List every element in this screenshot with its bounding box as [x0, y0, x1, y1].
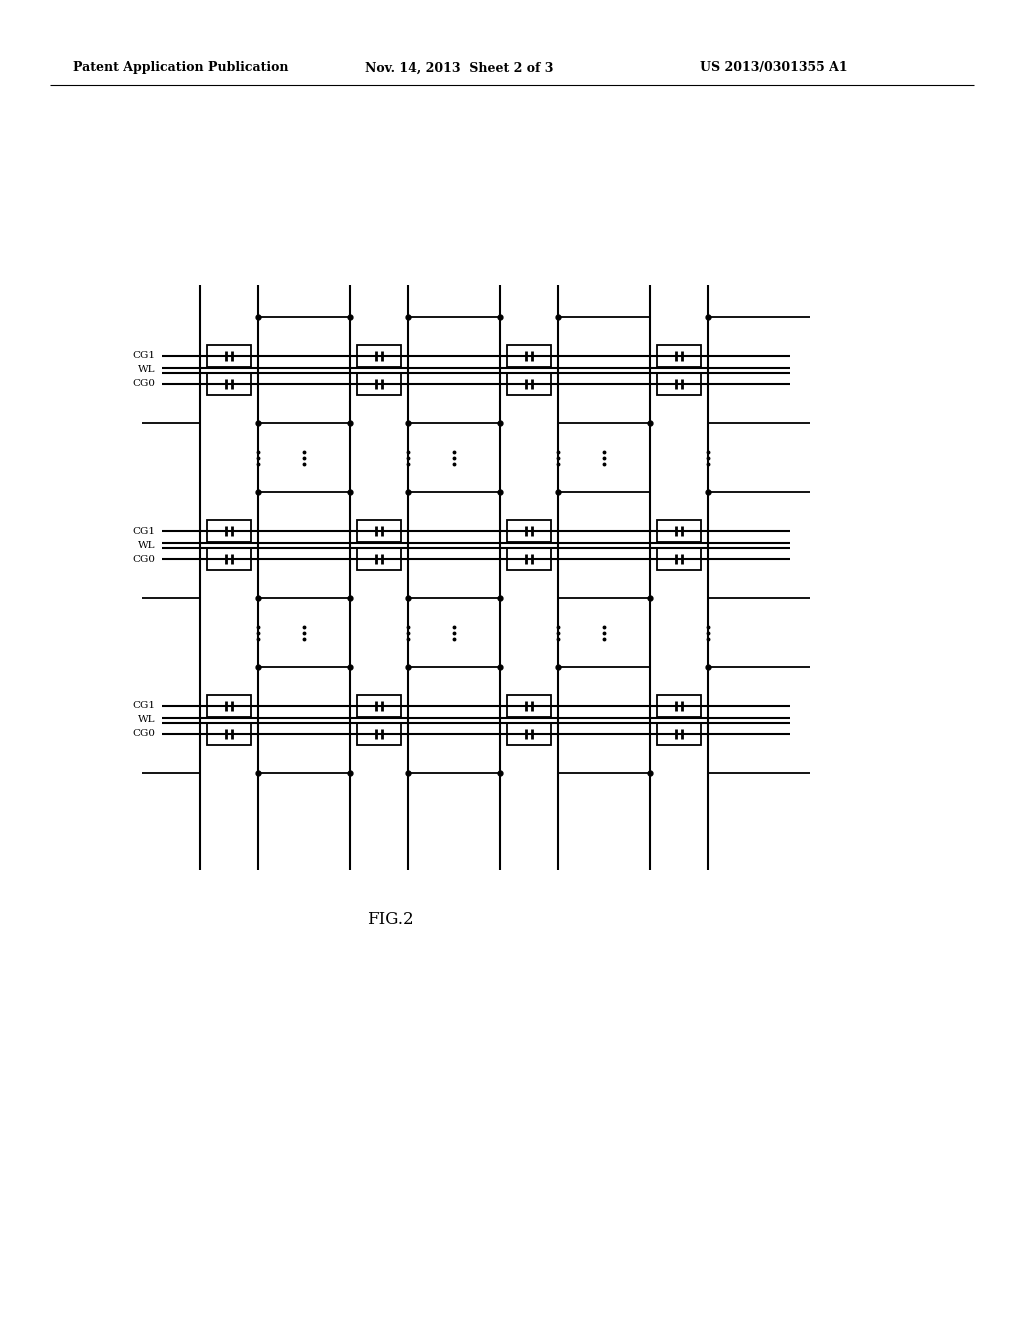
Text: WL: WL [137, 540, 155, 549]
Bar [657, 374, 701, 395]
Bar [507, 723, 551, 744]
Text: CG1: CG1 [132, 701, 155, 710]
Text: WL: WL [137, 366, 155, 375]
Text: CG1: CG1 [132, 351, 155, 360]
Bar [357, 696, 401, 717]
Bar [357, 374, 401, 395]
Bar [357, 723, 401, 744]
Bar [207, 548, 251, 570]
Bar [507, 520, 551, 543]
Bar [507, 345, 551, 367]
Text: Nov. 14, 2013  Sheet 2 of 3: Nov. 14, 2013 Sheet 2 of 3 [365, 62, 553, 74]
Bar [657, 520, 701, 543]
Bar [207, 345, 251, 367]
Bar [357, 520, 401, 543]
Text: Patent Application Publication: Patent Application Publication [73, 62, 289, 74]
Bar [207, 723, 251, 744]
Bar [507, 374, 551, 395]
Text: FIG.2: FIG.2 [367, 912, 414, 928]
Text: CG1: CG1 [132, 527, 155, 536]
Bar [507, 696, 551, 717]
Bar [657, 723, 701, 744]
Bar [357, 345, 401, 367]
Bar [657, 345, 701, 367]
Bar [357, 548, 401, 570]
Text: US 2013/0301355 A1: US 2013/0301355 A1 [700, 62, 848, 74]
Text: WL: WL [137, 715, 155, 725]
Bar [507, 548, 551, 570]
Text: CG0: CG0 [132, 380, 155, 388]
Bar [657, 548, 701, 570]
Bar [657, 696, 701, 717]
Bar [207, 696, 251, 717]
Text: CG0: CG0 [132, 730, 155, 738]
Bar [207, 520, 251, 543]
Bar [207, 374, 251, 395]
Text: CG0: CG0 [132, 554, 155, 564]
